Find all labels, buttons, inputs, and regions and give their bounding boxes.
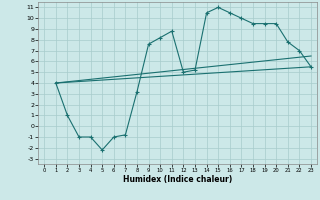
X-axis label: Humidex (Indice chaleur): Humidex (Indice chaleur) <box>123 175 232 184</box>
